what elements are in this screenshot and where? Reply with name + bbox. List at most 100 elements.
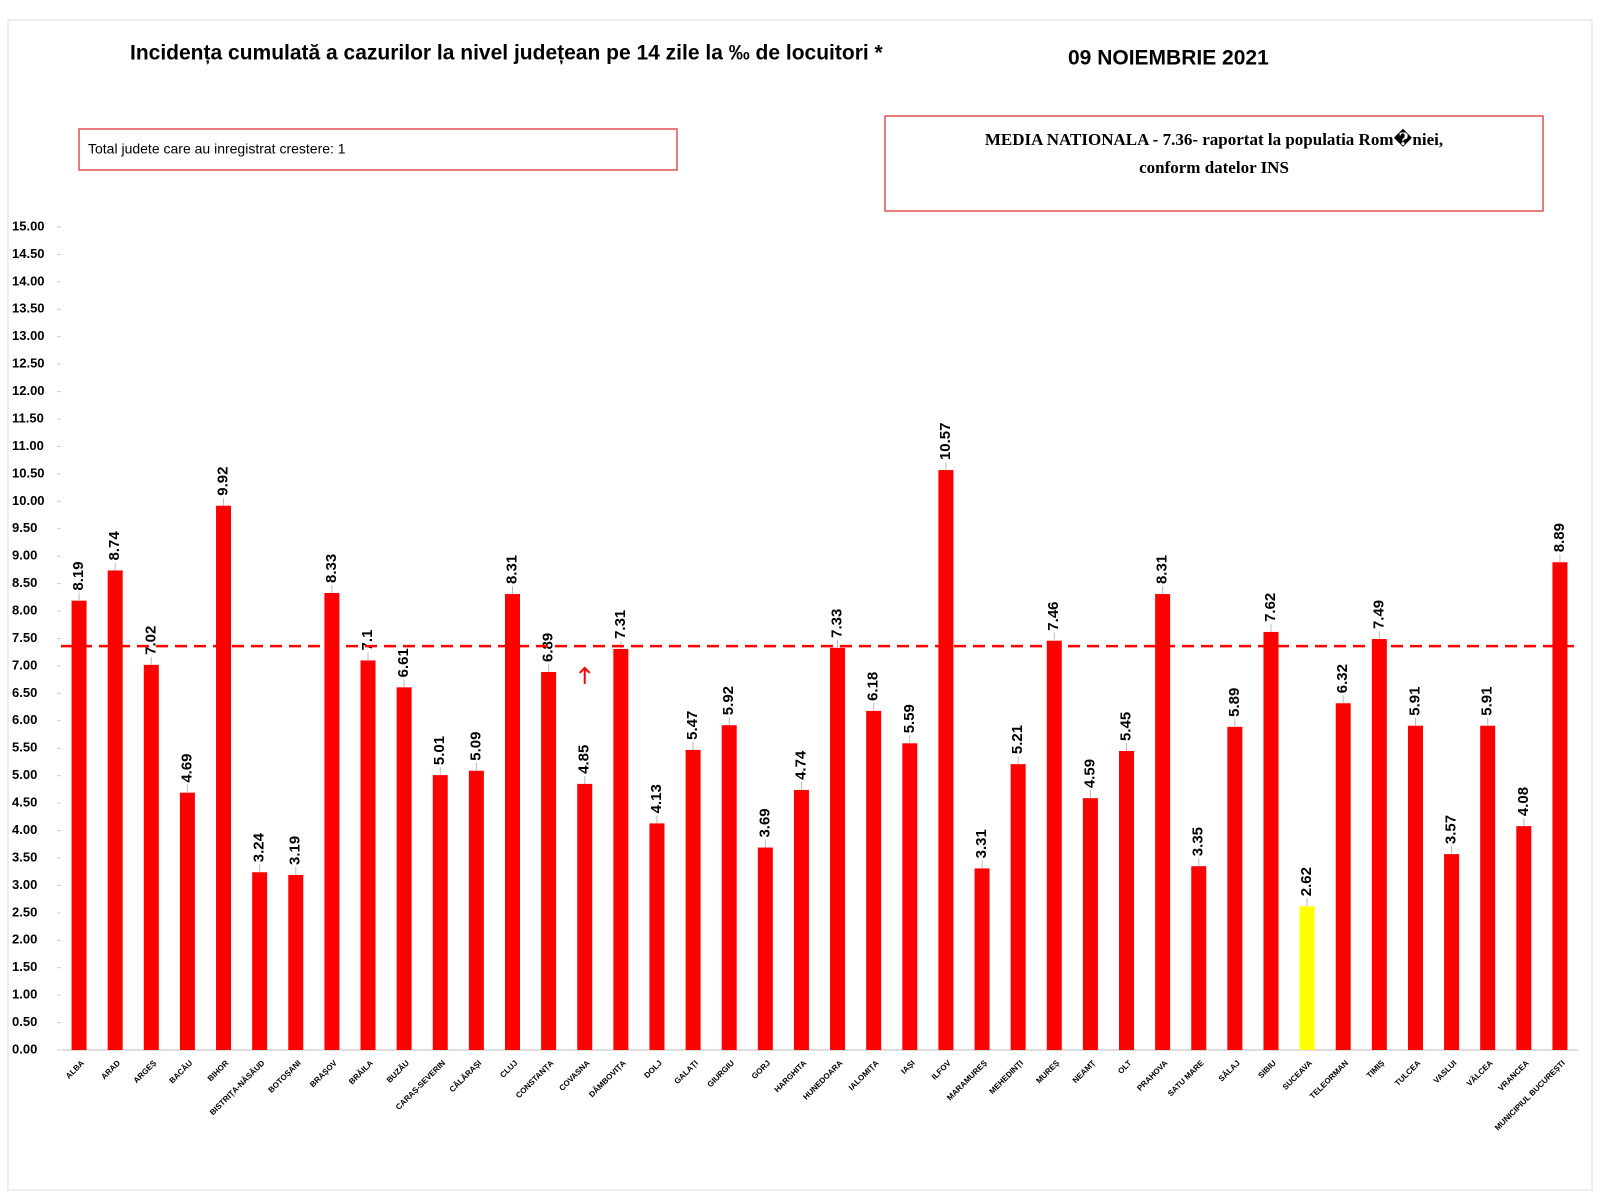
average-box [884, 115, 1544, 212]
bar [902, 743, 918, 1050]
y-tick-label: 3.00 [12, 877, 37, 892]
y-tick-label: 3.50 [12, 849, 37, 864]
y-tick-label: 9.50 [12, 520, 37, 535]
info-text: Total judete care au inregistrat crester… [88, 141, 346, 157]
value-label: 4.59 [1081, 759, 1098, 788]
value-label: 7.49 [1370, 600, 1387, 629]
y-tick-label: 7.50 [12, 630, 37, 645]
value-label: 8.31 [503, 555, 520, 584]
value-label: 4.13 [648, 784, 665, 813]
chart-title: Incidența cumulată a cazurilor la nivel … [130, 42, 884, 65]
y-tick-label: 8.00 [12, 603, 37, 618]
bar [396, 687, 412, 1050]
value-label: 3.19 [287, 836, 304, 865]
bar [360, 660, 376, 1050]
value-label: 8.74 [106, 531, 123, 561]
y-tick-label: 14.00 [12, 273, 45, 288]
bar [107, 570, 123, 1050]
bar [1407, 725, 1423, 1050]
bar [1480, 725, 1496, 1050]
y-tick-label: 1.50 [12, 959, 37, 974]
y-tick-label: 9.00 [12, 548, 37, 563]
bar [541, 671, 557, 1050]
y-tick-label: 6.00 [12, 712, 37, 727]
y-tick-label: 5.50 [12, 740, 37, 755]
average-text: conform datelor INS [1139, 158, 1289, 177]
bar [1227, 726, 1243, 1050]
bar [1516, 826, 1532, 1050]
bar [1010, 764, 1026, 1050]
bar [324, 592, 340, 1050]
value-label: 3.35 [1190, 827, 1207, 856]
y-tick-label: 13.50 [12, 301, 45, 316]
value-label: 5.59 [901, 704, 918, 733]
bar [468, 770, 484, 1050]
y-tick-label: 12.50 [12, 356, 45, 371]
value-label: 5.91 [1406, 687, 1423, 716]
value-label: 4.74 [792, 750, 809, 780]
bar [216, 505, 232, 1050]
value-label: 8.31 [1154, 555, 1171, 584]
value-label: 4.08 [1515, 787, 1532, 816]
value-label: 7.31 [612, 610, 629, 639]
y-tick-label: 0.50 [12, 1014, 37, 1029]
value-label: 5.09 [467, 732, 484, 761]
value-label: 9.92 [215, 467, 232, 496]
value-label: 5.21 [1009, 725, 1026, 754]
bar [1444, 854, 1460, 1050]
bar [938, 470, 954, 1050]
bar [1263, 631, 1279, 1050]
bar [143, 664, 159, 1050]
bar [974, 868, 990, 1050]
bar [1552, 562, 1568, 1050]
value-label: 8.89 [1551, 523, 1568, 552]
bar [866, 710, 882, 1050]
value-label: 10.57 [937, 423, 954, 461]
value-label: 5.45 [1117, 712, 1134, 741]
bar [613, 648, 629, 1050]
y-tick-label: 0.00 [12, 1041, 37, 1056]
value-label: 8.33 [323, 554, 340, 583]
bar [1371, 639, 1387, 1050]
value-label: 2.62 [1298, 867, 1315, 896]
value-label: 8.19 [70, 561, 87, 590]
bar [504, 594, 520, 1050]
chart-subtitle: 09 NOIEMBRIE 2021 [1068, 47, 1269, 70]
bar [1335, 703, 1351, 1050]
y-tick-label: 7.00 [12, 657, 37, 672]
value-label: 5.47 [684, 711, 701, 740]
value-label: 6.61 [395, 648, 412, 677]
value-label: 3.57 [1443, 815, 1460, 844]
y-tick-label: 5.00 [12, 767, 37, 782]
value-label: 6.18 [865, 672, 882, 701]
bar [793, 789, 809, 1050]
bar [685, 749, 701, 1050]
value-label: 3.24 [251, 832, 268, 862]
y-tick-label: 4.00 [12, 822, 37, 837]
bar [577, 783, 593, 1050]
bar [1299, 906, 1315, 1050]
value-label: 7.62 [1262, 593, 1279, 622]
bar [649, 823, 665, 1050]
value-label: 7.33 [829, 609, 846, 638]
value-label: 7.46 [1045, 601, 1062, 630]
bar [1191, 866, 1207, 1050]
y-tick-label: 8.50 [12, 575, 37, 590]
value-label: 4.69 [178, 753, 195, 782]
value-label: 5.89 [1226, 688, 1243, 717]
y-tick-label: 15.00 [12, 218, 45, 233]
y-tick-label: 10.00 [12, 493, 45, 508]
average-text: MEDIA NATIONALA - 7.36- raportat la popu… [985, 128, 1443, 149]
bar [1046, 640, 1062, 1050]
bar [830, 647, 846, 1050]
value-label: 6.32 [1334, 664, 1351, 693]
y-tick-label: 2.00 [12, 932, 37, 947]
value-label: 3.69 [756, 808, 773, 837]
y-tick-label: 10.50 [12, 465, 45, 480]
value-label: 7.02 [142, 626, 159, 655]
bar [288, 874, 304, 1050]
bar [179, 792, 195, 1050]
value-label: 5.01 [431, 736, 448, 765]
bar [252, 872, 268, 1050]
